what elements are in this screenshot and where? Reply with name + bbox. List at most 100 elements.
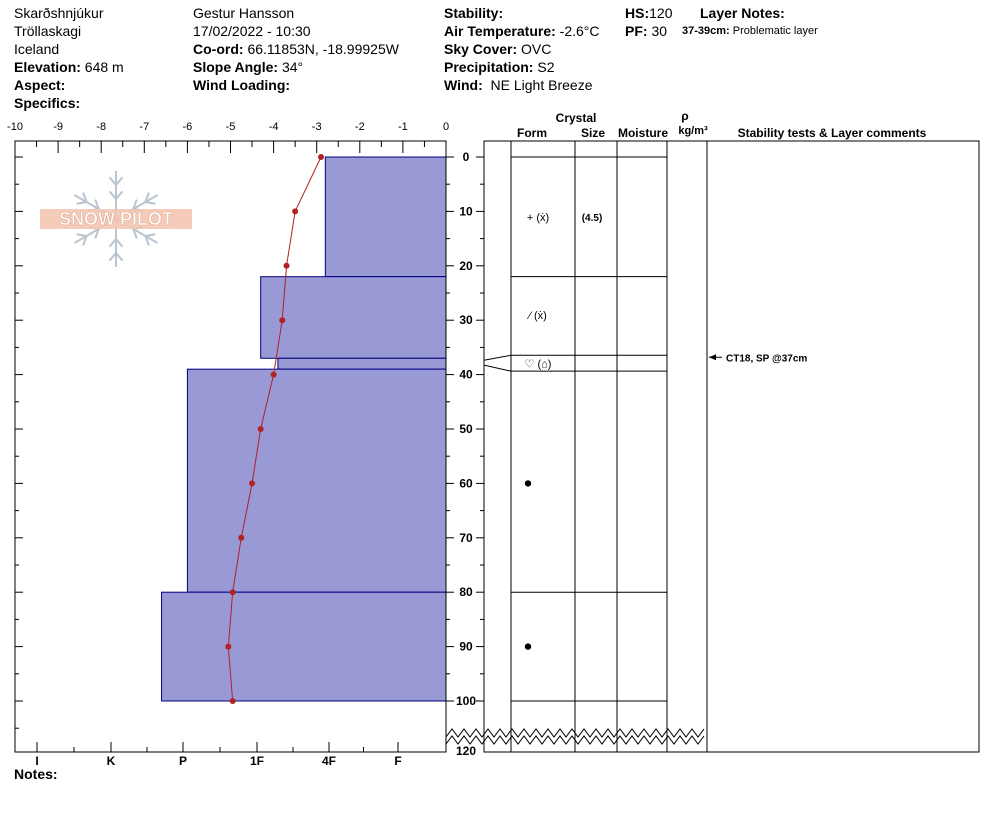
snowflake-branch bbox=[82, 235, 88, 246]
moisture-header: Moisture bbox=[618, 126, 668, 140]
temp-tick-label: -5 bbox=[226, 121, 236, 133]
stability-test-label: CT18, SP @37cm bbox=[726, 353, 807, 364]
layer-note: 37-39cm: Problematic layer bbox=[682, 25, 818, 37]
depth-tick-label: 40 bbox=[459, 368, 473, 382]
snowflake-branch bbox=[108, 176, 117, 186]
snowflake-branch bbox=[145, 201, 156, 205]
temp-tick-label: -1 bbox=[398, 121, 408, 133]
layer-boundary bbox=[483, 364, 667, 372]
density-unit: kg/m³ bbox=[678, 125, 708, 137]
temperature-axis: -10 -9 -8 -7 -6 -5 -4 -3 -2 -1 0 bbox=[7, 121, 449, 729]
hardness-tick-label: 1F bbox=[250, 754, 264, 768]
snowpilot-logo: SNOW PILOT bbox=[40, 171, 192, 267]
crystal-form: + (ẋ) bbox=[527, 212, 549, 224]
crystal-form-symbol bbox=[524, 480, 532, 487]
temp-tick-label: -3 bbox=[312, 121, 322, 133]
elevation: Elevation: 648 m bbox=[14, 59, 124, 75]
svg-text:SNOW PILOT: SNOW PILOT bbox=[59, 209, 173, 229]
temp-tick-label: -7 bbox=[139, 121, 149, 133]
hardness-layers bbox=[161, 156, 447, 702]
layer-boundary bbox=[483, 354, 667, 361]
depth-tick-label: 100 bbox=[456, 694, 476, 708]
wind-loading-label: Wind Loading: bbox=[193, 77, 291, 93]
temperature-point bbox=[279, 317, 286, 324]
temp-tick-label: -6 bbox=[183, 121, 193, 133]
hardness-bar bbox=[324, 156, 447, 278]
temperature-point bbox=[292, 208, 299, 215]
snowflake-branch bbox=[76, 233, 87, 237]
hardness-tick-label: K bbox=[107, 754, 116, 768]
temperature-point bbox=[270, 371, 277, 378]
snowflake-branch bbox=[94, 199, 100, 210]
depth-tick-label: 60 bbox=[459, 476, 473, 490]
specifics-label: Specifics: bbox=[14, 95, 81, 111]
layer-table: + (ẋ) (4.5) ⁄ (ẋ) ♡ (⌂) CT18, SP @37cm bbox=[445, 140, 980, 753]
temperature-point bbox=[318, 154, 325, 160]
snowflake-branch bbox=[82, 192, 88, 203]
hardness-axis: I K P 1F 4F F bbox=[35, 742, 402, 768]
sky-cover: Sky Cover: OVC bbox=[444, 41, 552, 57]
temp-tick-label: -10 bbox=[7, 121, 23, 133]
depth-tick-label: 70 bbox=[459, 531, 473, 545]
snowflake-branch bbox=[132, 228, 138, 239]
temperature-point bbox=[257, 426, 264, 432]
form-header: Form bbox=[517, 126, 547, 140]
snowflake-branch bbox=[76, 201, 87, 205]
hardness-tick-label: 4F bbox=[322, 754, 336, 768]
hardness-bar bbox=[277, 357, 447, 370]
depth-tick-label: 50 bbox=[459, 422, 473, 436]
datetime: 17/02/2022 - 10:30 bbox=[193, 23, 311, 39]
precipitation: Precipitation: S2 bbox=[444, 59, 555, 75]
region: Tröllaskagi bbox=[14, 23, 82, 39]
depth-tick-label: 20 bbox=[459, 259, 473, 273]
temp-tick-label: 0 bbox=[443, 121, 449, 133]
snowflake-branch bbox=[108, 238, 117, 248]
crystal-form: ⁄ (ẋ) bbox=[526, 310, 547, 322]
temp-tick-label: -4 bbox=[269, 121, 279, 133]
stability-header: Stability tests & Layer comments bbox=[738, 126, 927, 140]
temperature-point bbox=[229, 698, 236, 704]
depth-tick-label: 10 bbox=[459, 204, 473, 218]
depth-tick-label: 0 bbox=[463, 150, 470, 164]
snowflake-branch bbox=[94, 228, 100, 239]
wind: Wind: NE Light Breeze bbox=[444, 77, 593, 93]
table-border bbox=[483, 140, 980, 753]
hardness-bar bbox=[186, 368, 447, 593]
crystal-form: ♡ (⌂) bbox=[525, 359, 552, 371]
snowflake-branch bbox=[144, 235, 150, 246]
snowflake-branch bbox=[115, 190, 124, 200]
temperature-point bbox=[229, 589, 236, 596]
observer: Gestur Hansson bbox=[193, 5, 295, 21]
depth-axis: 0 10 20 30 40 50 60 70 80 90 100 120 bbox=[445, 141, 485, 758]
hardness-bar bbox=[161, 591, 447, 702]
temp-tick-label: -9 bbox=[53, 121, 63, 133]
hardness-tick-label: P bbox=[179, 754, 187, 768]
depth-tick-label: 30 bbox=[459, 313, 473, 327]
crystal-form-symbol bbox=[524, 643, 532, 650]
size-header: Size bbox=[581, 126, 605, 140]
temperature-profile bbox=[225, 154, 325, 704]
pf: PF: 30 bbox=[625, 23, 668, 39]
temp-tick-label: -2 bbox=[355, 121, 365, 133]
crystal-header: Crystal bbox=[556, 111, 597, 125]
hardness-tick-label: F bbox=[394, 754, 401, 768]
snowflake-branch bbox=[108, 252, 117, 262]
stability-arrowhead bbox=[709, 354, 716, 361]
hs: HS:120 bbox=[625, 5, 673, 21]
location: Skarðshnjúkur bbox=[14, 5, 104, 21]
coordinates: Co-ord: 66.11853N, -18.99925W bbox=[193, 41, 399, 57]
slope-angle: Slope Angle: 34° bbox=[193, 59, 304, 75]
axis-break bbox=[445, 735, 705, 745]
snowflake-branch bbox=[144, 192, 150, 203]
snowflake-branch bbox=[115, 176, 124, 186]
snowflake-branch bbox=[115, 238, 124, 248]
snowflake-branch bbox=[108, 190, 117, 200]
depth-tick-label: 120 bbox=[456, 744, 476, 758]
air-temperature: Air Temperature: -2.6°C bbox=[444, 23, 600, 39]
aspect-label: Aspect: bbox=[14, 77, 66, 93]
temperature-point bbox=[238, 534, 245, 541]
hardness-bar bbox=[260, 276, 447, 359]
snowflake-branch bbox=[115, 252, 124, 262]
stability-label: Stability: bbox=[444, 5, 504, 21]
